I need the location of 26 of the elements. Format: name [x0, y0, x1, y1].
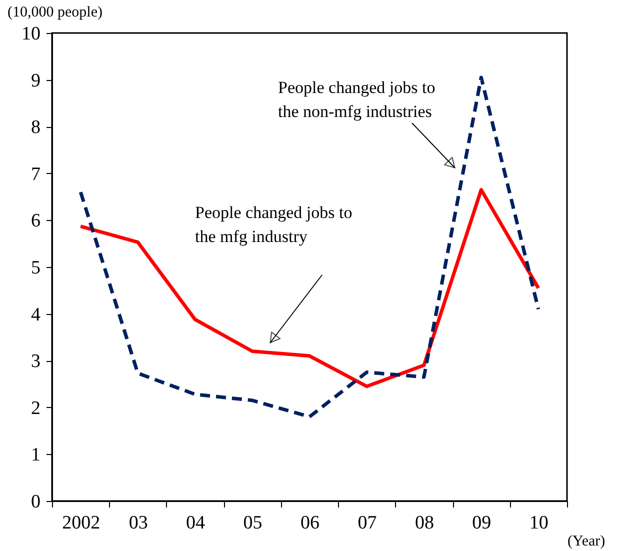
x-tick-label: 09 [472, 512, 492, 534]
x-tick-label: 10 [529, 512, 548, 534]
x-tick-label: 06 [300, 512, 320, 534]
y-tick-label: 9 [31, 70, 40, 92]
y-tick-label: 2 [31, 398, 40, 419]
y-tick-label: 8 [31, 117, 40, 138]
x-tick-label: 05 [243, 512, 262, 534]
x-axis-title: (Year) [568, 534, 606, 550]
line-series [78, 76, 540, 419]
x-tick-label: 07 [358, 512, 377, 534]
y-tick-label: 1 [31, 444, 40, 466]
x-tick-label: 08 [414, 512, 434, 534]
y-axis-title: (10,000 people) [8, 4, 102, 20]
y-tick-label: 6 [31, 210, 40, 232]
x-tick-label: 04 [186, 512, 206, 534]
y-tick-label: 5 [31, 258, 40, 278]
y-tick-label: 7 [31, 164, 40, 185]
y-tick-label: 0 [31, 492, 40, 512]
text: People changed jobs to the mfg industry [195, 203, 352, 246]
y-tick-label: 4 [31, 304, 41, 326]
y-tick-label: 3 [31, 351, 40, 372]
x-tick-label: 2002 [62, 512, 100, 534]
line-series [78, 188, 540, 388]
y-tick-label: 10 [22, 24, 40, 44]
x-tick-label: 03 [128, 512, 148, 534]
text: People changed jobs to the non-mfg industries [278, 78, 436, 121]
